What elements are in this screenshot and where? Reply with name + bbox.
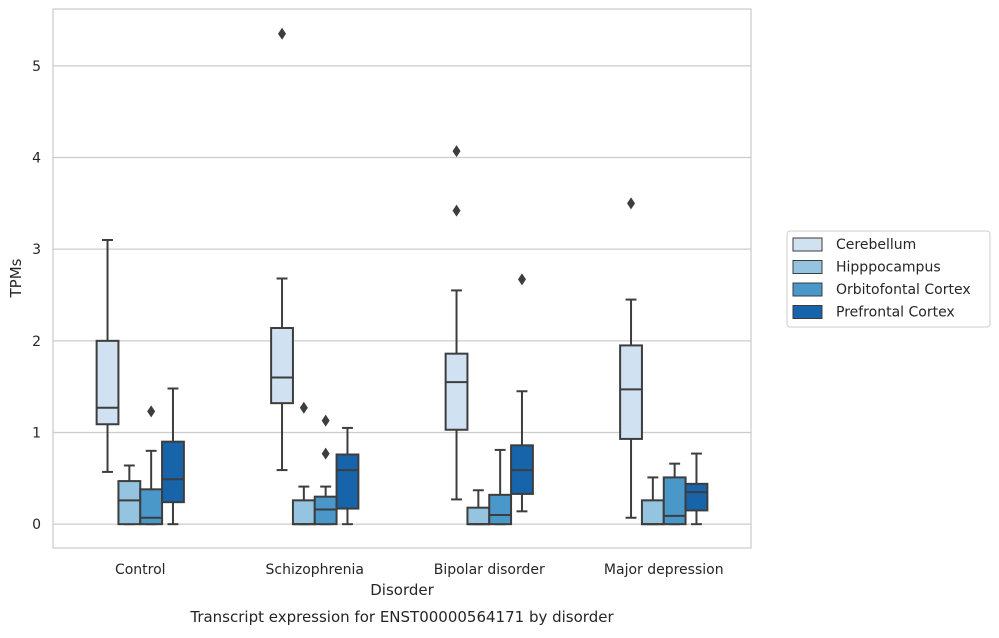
legend: Cerebellum Hipppocampus Orbitofontal Corte…	[786, 230, 991, 328]
box-group	[466, 489, 491, 526]
legend-swatch	[792, 282, 823, 297]
legend-label: Orbitofontal Cortex	[836, 282, 971, 298]
box-group	[161, 387, 185, 526]
legend-frame	[786, 230, 991, 328]
legend-swatch	[792, 237, 823, 252]
x-tick-labels: Control Schizophrenia Bipolar disorder Majo…	[115, 562, 724, 578]
box	[161, 440, 185, 504]
x-tick-label: Bipolar disorder	[434, 562, 545, 578]
x-axis-label: Disorder	[370, 581, 434, 599]
box	[291, 499, 316, 526]
box	[335, 453, 360, 510]
legend-items: Cerebellum Hipppocampus Orbitofontal Corte…	[792, 237, 971, 321]
outlier-point	[321, 414, 330, 427]
plot-frame	[52, 8, 752, 549]
outlier-point	[452, 204, 461, 217]
outlier-point	[627, 197, 636, 210]
box	[117, 480, 142, 526]
box-group	[95, 239, 120, 473]
box	[619, 344, 643, 440]
y-tick-label: 0	[32, 517, 41, 533]
box	[662, 476, 687, 526]
box-group	[444, 145, 469, 501]
box	[444, 352, 469, 431]
x-tick-label: Schizophrenia	[266, 562, 364, 578]
outlier-point	[517, 273, 526, 286]
x-tick-label: Major depression	[604, 562, 724, 578]
box-group	[335, 426, 360, 526]
y-axis-label: TPMs	[7, 258, 25, 298]
box-group	[619, 197, 643, 519]
box	[139, 488, 164, 526]
box	[270, 327, 294, 405]
outlier-point	[321, 447, 330, 460]
x-tick-label: Control	[115, 562, 166, 578]
y-tick-label: 5	[32, 59, 41, 75]
y-tick-labels: 0 1 2 3 4 5	[32, 59, 41, 533]
y-tick-label: 1	[32, 426, 41, 442]
y-tick-label: 2	[32, 334, 41, 350]
box-group	[139, 405, 164, 526]
legend-label: Cerebellum	[836, 237, 916, 253]
chart-caption: Transcript expression for ENST0000056417…	[189, 608, 614, 626]
outlier-point	[278, 27, 287, 40]
outlier-point	[452, 145, 461, 158]
box	[640, 499, 665, 526]
legend-swatch	[792, 260, 823, 274]
box-group	[488, 448, 513, 526]
box-group	[684, 452, 709, 526]
box-group	[510, 273, 534, 513]
box-layer	[95, 27, 709, 526]
box	[466, 506, 491, 526]
y-tick-label: 4	[32, 151, 41, 167]
box	[684, 482, 709, 512]
box-group	[313, 414, 338, 526]
box-group	[270, 27, 294, 472]
y-tick-label: 3	[32, 242, 41, 258]
legend-label: Prefrontal Cortex	[836, 305, 955, 321]
box	[95, 339, 120, 426]
box-group	[662, 462, 687, 526]
legend-swatch	[792, 305, 823, 319]
outlier-point	[147, 405, 156, 418]
legend-label: Hipppocampus	[836, 260, 941, 276]
outlier-point	[299, 401, 308, 414]
box	[488, 493, 513, 526]
